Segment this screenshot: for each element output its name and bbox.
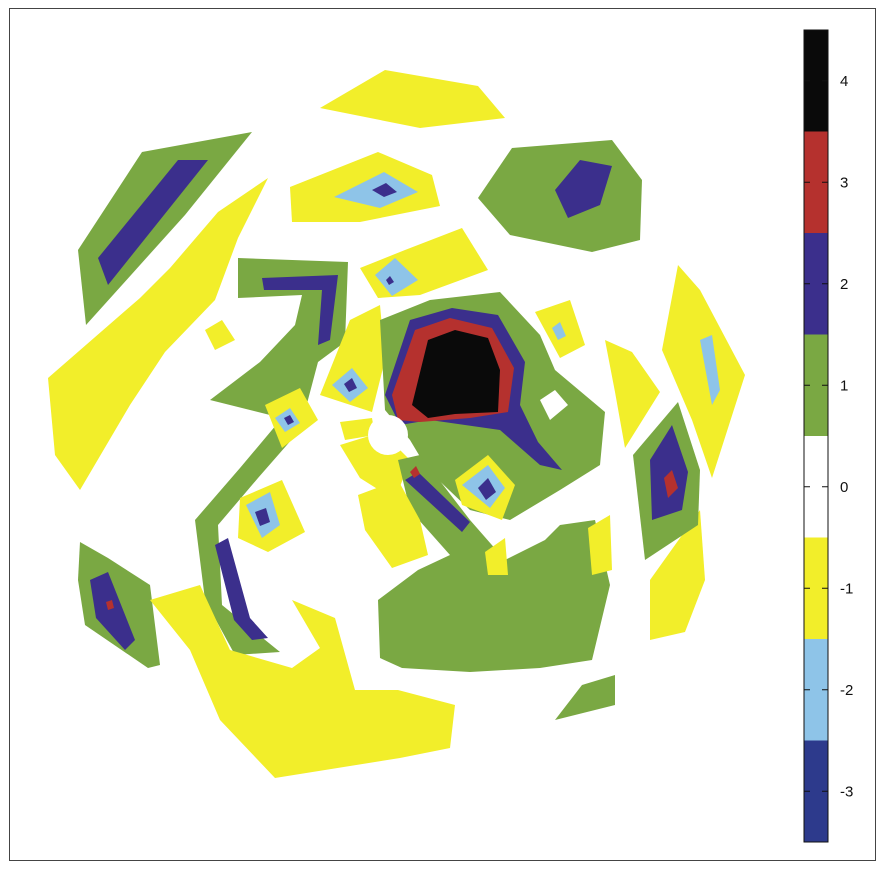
contour-region bbox=[478, 478, 496, 500]
colorbar-tick-label: -3 bbox=[840, 783, 853, 800]
contour-region bbox=[284, 415, 294, 425]
contour-region bbox=[555, 675, 615, 720]
contour-region bbox=[412, 330, 500, 418]
contour-region bbox=[605, 340, 660, 448]
contour-region bbox=[205, 320, 235, 350]
contour-region bbox=[262, 275, 338, 345]
contour-region bbox=[372, 183, 397, 197]
contour-map bbox=[48, 70, 745, 778]
contour-region bbox=[540, 390, 568, 420]
contour-region bbox=[90, 572, 135, 650]
colorbar-tick-label: 1 bbox=[840, 377, 848, 394]
contour-region bbox=[555, 160, 612, 218]
contour-region bbox=[650, 510, 705, 640]
contour-region bbox=[700, 335, 720, 405]
contour-region bbox=[650, 425, 688, 520]
contour-region bbox=[588, 515, 612, 575]
colorbar-frame bbox=[803, 29, 829, 843]
contour-region bbox=[106, 600, 114, 610]
contour-region bbox=[215, 538, 268, 640]
contour-region bbox=[375, 258, 418, 296]
colorbar: 4 3 2 1 0 -1 -2 -3 bbox=[803, 29, 853, 843]
contour-region bbox=[358, 480, 428, 568]
contour-region bbox=[195, 258, 348, 655]
colorbar-tick-label: 3 bbox=[840, 174, 848, 191]
contour-region bbox=[78, 132, 252, 325]
contour-region bbox=[48, 178, 268, 490]
contour-region bbox=[485, 538, 508, 575]
contour-region bbox=[320, 70, 505, 128]
colorbar-tick-label: 0 bbox=[840, 479, 848, 496]
colorbar-tick-label: 2 bbox=[840, 276, 848, 293]
contour-region bbox=[664, 470, 678, 498]
center-hub bbox=[368, 415, 408, 455]
contour-region bbox=[410, 466, 420, 478]
contour-region bbox=[150, 585, 455, 778]
contour-region bbox=[405, 472, 470, 532]
contour-region bbox=[386, 276, 394, 285]
contour-region bbox=[552, 322, 566, 340]
contour-region bbox=[662, 265, 745, 478]
colorbar-tick-label: 4 bbox=[840, 73, 848, 90]
colorbar-tick-label: -2 bbox=[840, 682, 853, 699]
colorbar-tick-label: -1 bbox=[840, 580, 853, 597]
contour-region bbox=[255, 508, 270, 526]
contour-region bbox=[344, 378, 357, 392]
contour-region bbox=[98, 160, 208, 285]
contour-region bbox=[340, 418, 375, 440]
